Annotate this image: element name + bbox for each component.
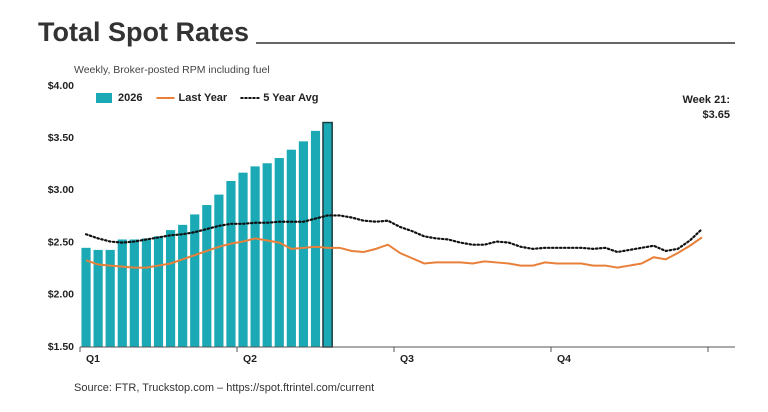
bar: [165, 230, 176, 347]
x-tick-label: Q2: [243, 353, 257, 365]
source: Source: FTR, Truckstop.com – https://spo…: [74, 382, 374, 394]
bar: [322, 121, 333, 348]
chart-title: Total Spot Rates: [38, 17, 249, 47]
line-series: [84, 214, 704, 254]
y-tick-label: $2.00: [48, 289, 74, 301]
bar: [129, 239, 139, 347]
legend-swatch: [96, 93, 112, 103]
bar: [93, 249, 103, 347]
y-tick-label: $3.00: [48, 184, 74, 196]
bar: [238, 172, 248, 347]
x-tick-label: Q4: [557, 353, 571, 365]
bar: [117, 239, 127, 347]
x-tick-label: Q1: [86, 353, 100, 365]
bar: [153, 236, 164, 347]
bar: [105, 249, 115, 347]
line-series: [85, 236, 703, 269]
bar: [274, 158, 284, 347]
subtitle: Weekly, Broker-posted RPM including fuel: [74, 64, 270, 76]
y-tick-label: $3.50: [48, 132, 74, 144]
bar: [226, 181, 236, 347]
bar: [141, 238, 152, 347]
x-tick-label: Q3: [400, 353, 414, 365]
y-tick-label: $4.00: [48, 80, 74, 92]
bar: [310, 130, 321, 347]
y-tick-label: $2.50: [48, 236, 74, 248]
bar: [214, 194, 224, 347]
bar: [202, 205, 212, 347]
bar: [298, 141, 309, 347]
legend-label: Last Year: [178, 92, 227, 104]
annotation: $3.65: [702, 109, 730, 121]
bar: [262, 163, 272, 347]
annotation: Week 21:: [683, 94, 731, 106]
y-tick-label: $1.50: [48, 341, 74, 353]
bar: [250, 166, 260, 347]
bar: [190, 214, 200, 347]
bar: [178, 224, 188, 347]
bar: [81, 247, 91, 347]
legend-label: 5 Year Avg: [263, 92, 318, 104]
legend-label: 2026: [118, 92, 142, 104]
